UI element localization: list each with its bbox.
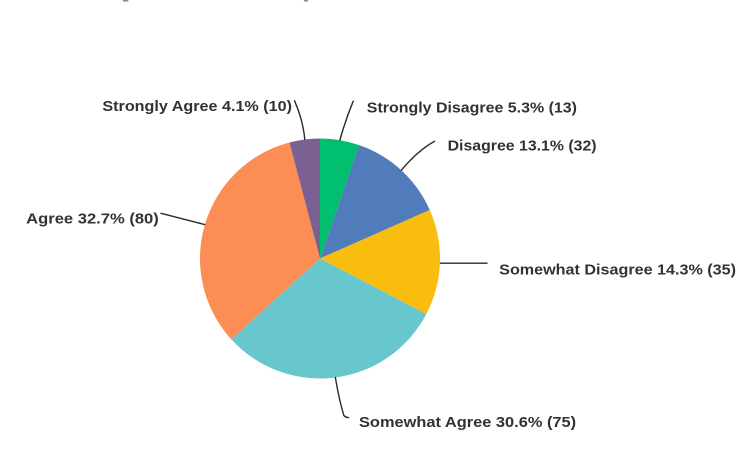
svg-text:Strongly Disagree 5.3% (13): Strongly Disagree 5.3% (13) <box>367 100 577 117</box>
svg-text:Somewhat Disagree 14.3% (35): Somewhat Disagree 14.3% (35) <box>499 262 736 279</box>
svg-text:Agree 32.7% (80): Agree 32.7% (80) <box>26 211 159 228</box>
svg-text:Disagree 13.1% (32): Disagree 13.1% (32) <box>448 138 597 155</box>
svg-text:Somewhat Agree 30.6% (75): Somewhat Agree 30.6% (75) <box>359 414 576 431</box>
svg-text:Strongly Agree 4.1% (10): Strongly Agree 4.1% (10) <box>102 98 292 115</box>
